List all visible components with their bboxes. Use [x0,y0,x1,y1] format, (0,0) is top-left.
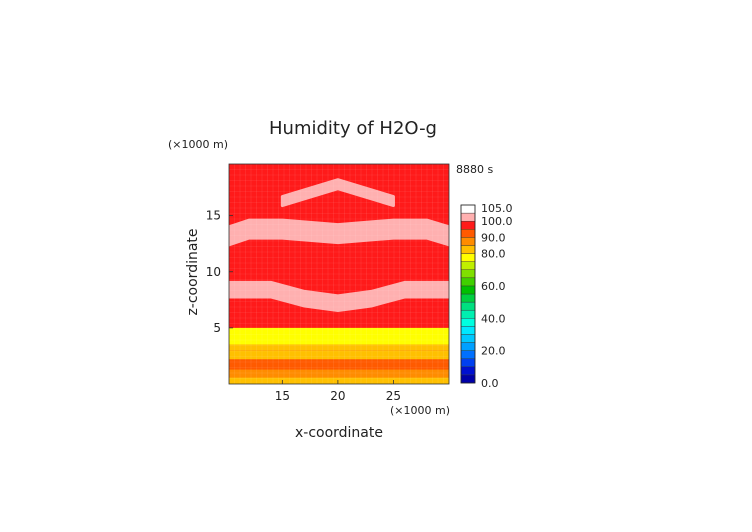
colorbar-band [460,301,476,311]
humidity-patch [280,178,395,208]
colorbar-band [460,342,476,351]
colorbar-band [460,293,476,303]
x-tick-label: 15 [275,389,290,403]
y-tick-label: 15 [206,209,221,223]
y-tick-label: 5 [213,321,221,335]
colorbar-band [460,212,476,222]
colorbar-band [460,374,476,384]
colorbar-band [460,277,476,287]
time-label: 8880 s [456,163,493,176]
colorbar-band [460,318,476,327]
colorbar-label: 60.0 [481,280,506,293]
x-axis: 15 20 25 [275,380,401,403]
colorbar-band [460,204,476,214]
y-unit-label: (×1000 m) [168,138,228,151]
colorbar-band [460,261,476,270]
colorbar-label: 100.0 [481,215,513,228]
field-layer [229,359,449,370]
x-tick-label: 25 [386,389,401,403]
field-layer [229,344,449,351]
colorbar-label: 90.0 [481,231,506,244]
colorbar-band [460,326,476,335]
colorbar-label: 0.0 [481,377,499,390]
y-tick-label: 10 [206,265,221,279]
colorbar-band [460,366,476,376]
x-axis-label: x-coordinate [295,425,383,441]
colorbar-label: 20.0 [481,345,506,358]
colorbar-band [460,220,476,230]
plot-frame [228,163,450,385]
field-layer [229,369,449,378]
humidity-patch [229,218,449,247]
colorbar-band [460,229,476,238]
colorbar-label: 80.0 [481,248,506,261]
x-unit-label: (×1000 m) [390,404,450,417]
colorbar-frame [460,204,476,384]
field-layer [229,350,449,360]
field-layer [229,327,449,345]
colorbar-band [460,245,476,254]
field-layer [229,377,449,384]
colorbar-band [460,334,476,343]
colorbar-band [460,237,476,246]
chart-title: Humidity of H2O-g [269,118,437,139]
colorbar [460,204,476,384]
colorbar-band [460,309,476,319]
colorbar-band [460,285,476,295]
plot-area [229,164,449,384]
colorbar-band [460,350,476,359]
y-axis-label: z-coordinate [185,228,201,315]
y-axis: 5 10 15 [206,209,233,335]
colorbar-band [460,269,476,279]
x-tick-label: 20 [330,389,345,403]
humidity-patch [229,280,449,312]
colorbar-band [460,358,476,368]
colorbar-band [460,253,476,262]
colorbar-label: 40.0 [481,312,506,325]
colorbar-label: 105.0 [481,202,513,215]
